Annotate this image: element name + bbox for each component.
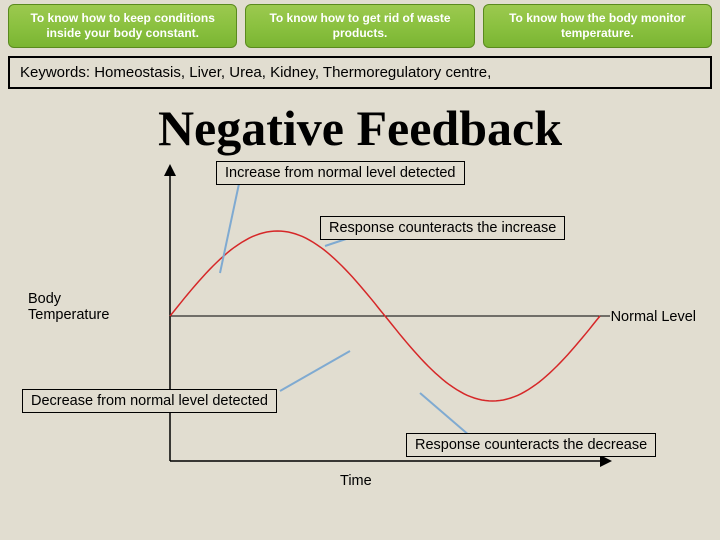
label-increase-detected: Increase from normal level detected	[216, 161, 465, 185]
label-response-increase: Response counteracts the increase	[320, 216, 565, 240]
page-title: Negative Feedback	[0, 99, 720, 157]
label-time: Time	[340, 473, 372, 489]
green-box-3: To know how the body monitor temperature…	[483, 4, 712, 48]
top-green-boxes: To know how to keep conditions inside yo…	[0, 0, 720, 48]
diagram-svg	[160, 161, 620, 471]
feedback-diagram: Increase from normal level detected Resp…	[20, 161, 700, 491]
label-decrease-detected: Decrease from normal level detected	[22, 389, 277, 413]
keywords-box: Keywords: Homeostasis, Liver, Urea, Kidn…	[8, 56, 712, 89]
label-normal-level: Normal Level	[611, 309, 696, 325]
label-body-temperature: BodyTemperature	[28, 291, 109, 323]
green-box-2: To know how to get rid of waste products…	[245, 4, 474, 48]
label-response-decrease: Response counteracts the decrease	[406, 433, 656, 457]
green-box-1: To know how to keep conditions inside yo…	[8, 4, 237, 48]
